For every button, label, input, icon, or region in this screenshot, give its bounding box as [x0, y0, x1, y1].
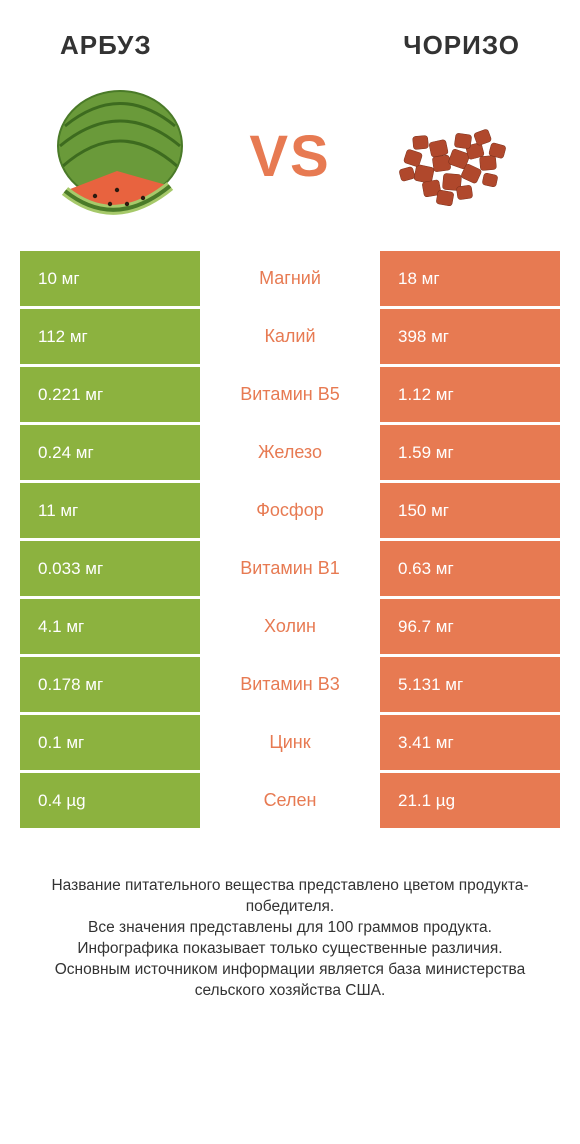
left-value: 0.24 мг	[20, 425, 200, 480]
left-value: 0.4 µg	[20, 773, 200, 828]
left-value: 4.1 мг	[20, 599, 200, 654]
table-row: 0.221 мгВитамин B51.12 мг	[20, 367, 560, 422]
header: АРБУЗ ЧОРИЗО	[0, 0, 580, 76]
right-value: 150 мг	[380, 483, 560, 538]
nutrient-label: Железо	[200, 425, 380, 480]
nutrient-label: Витамин B3	[200, 657, 380, 712]
table-row: 0.24 мгЖелезо1.59 мг	[20, 425, 560, 480]
right-value: 0.63 мг	[380, 541, 560, 596]
nutrient-label: Фосфор	[200, 483, 380, 538]
table-row: 10 мгМагний18 мг	[20, 251, 560, 306]
left-value: 112 мг	[20, 309, 200, 364]
left-value: 0.033 мг	[20, 541, 200, 596]
nutrient-label: Магний	[200, 251, 380, 306]
right-value: 5.131 мг	[380, 657, 560, 712]
footer-line: Все значения представлены для 100 граммо…	[30, 918, 550, 939]
comparison-table: 10 мгМагний18 мг112 мгКалий398 мг0.221 м…	[0, 251, 580, 828]
left-value: 11 мг	[20, 483, 200, 538]
right-value: 18 мг	[380, 251, 560, 306]
left-value: 10 мг	[20, 251, 200, 306]
nutrient-label: Селен	[200, 773, 380, 828]
footer-line: Название питательного вещества представл…	[30, 876, 550, 918]
right-value: 21.1 µg	[380, 773, 560, 828]
vs-label: VS	[249, 123, 330, 190]
table-row: 0.4 µgСелен21.1 µg	[20, 773, 560, 828]
watermelon-image	[40, 81, 210, 231]
right-value: 398 мг	[380, 309, 560, 364]
table-row: 11 мгФосфор150 мг	[20, 483, 560, 538]
left-value: 0.178 мг	[20, 657, 200, 712]
footer-text: Название питательного вещества представл…	[0, 831, 580, 1002]
table-row: 112 мгКалий398 мг	[20, 309, 560, 364]
left-value: 0.221 мг	[20, 367, 200, 422]
right-title: ЧОРИЗО	[403, 30, 520, 61]
table-row: 0.178 мгВитамин B35.131 мг	[20, 657, 560, 712]
images-row: VS	[0, 76, 580, 251]
table-row: 0.1 мгЦинк3.41 мг	[20, 715, 560, 770]
chorizo-icon	[375, 96, 535, 216]
right-value: 1.12 мг	[380, 367, 560, 422]
left-value: 0.1 мг	[20, 715, 200, 770]
right-value: 96.7 мг	[380, 599, 560, 654]
watermelon-icon	[45, 86, 205, 226]
footer-line: Инфографика показывает только существенн…	[30, 939, 550, 960]
right-value: 3.41 мг	[380, 715, 560, 770]
nutrient-label: Витамин B1	[200, 541, 380, 596]
right-value: 1.59 мг	[380, 425, 560, 480]
nutrient-label: Холин	[200, 599, 380, 654]
table-row: 4.1 мгХолин96.7 мг	[20, 599, 560, 654]
footer-line: Основным источником информации является …	[30, 960, 550, 1002]
table-row: 0.033 мгВитамин B10.63 мг	[20, 541, 560, 596]
left-title: АРБУЗ	[60, 30, 152, 61]
nutrient-label: Калий	[200, 309, 380, 364]
nutrient-label: Витамин B5	[200, 367, 380, 422]
nutrient-label: Цинк	[200, 715, 380, 770]
chorizo-image	[370, 81, 540, 231]
